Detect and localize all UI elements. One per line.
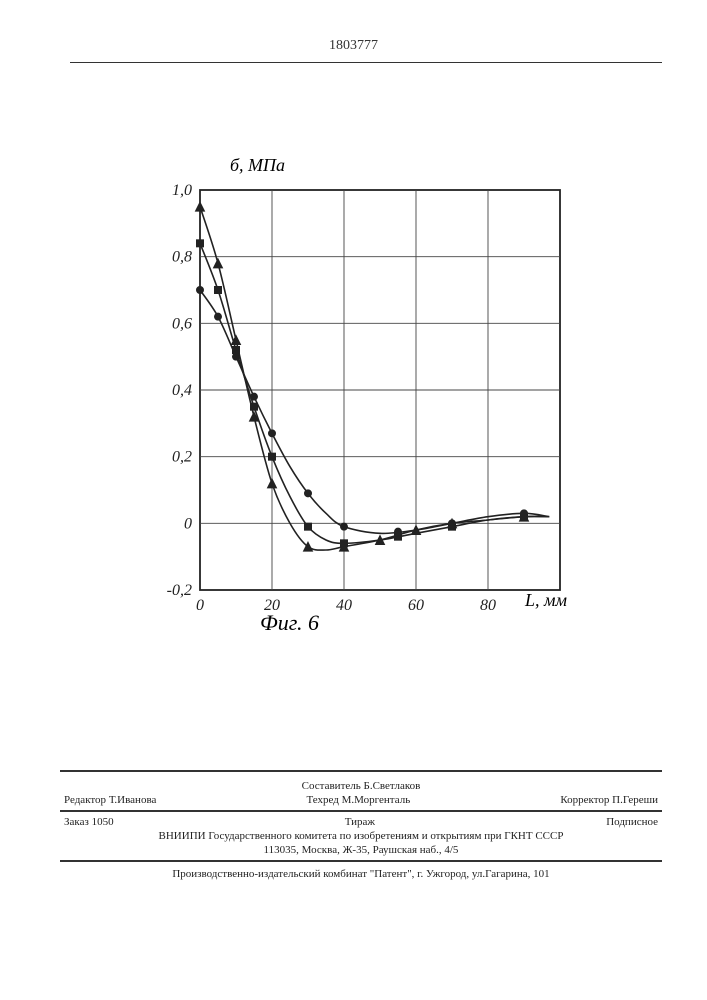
footer-block: Составитель Б.Светлаков Редактор Т.Ивано… bbox=[60, 766, 662, 880]
compiler-name: Б.Светлаков bbox=[364, 780, 421, 792]
subscription-cell: Подписное bbox=[606, 816, 658, 828]
corrector-label: Корректор bbox=[560, 794, 609, 806]
order-row: Заказ 1050 Тираж Подписное bbox=[60, 816, 662, 828]
svg-text:0: 0 bbox=[196, 597, 204, 614]
footer-rule-2 bbox=[60, 810, 662, 812]
svg-text:80: 80 bbox=[480, 597, 496, 614]
order-number: 1050 bbox=[92, 816, 114, 828]
svg-text:1,0: 1,0 bbox=[172, 182, 192, 199]
editor-name: Т.Иванова bbox=[109, 794, 157, 806]
figure-caption: Фиг. 6 bbox=[260, 610, 319, 636]
order-cell: Заказ 1050 bbox=[64, 816, 114, 828]
tech-cell: Техред М.Моргенталь bbox=[307, 794, 411, 806]
editor-label: Редактор bbox=[64, 794, 106, 806]
tech-label: Техред bbox=[307, 794, 339, 806]
org-line: ВНИИПИ Государственного комитета по изоб… bbox=[60, 830, 662, 842]
editor-cell: Редактор Т.Иванова bbox=[64, 794, 156, 806]
y-axis-label: б, МПа bbox=[230, 155, 285, 176]
chart-svg: -0,200,20,40,60,81,0020406080 bbox=[150, 180, 580, 640]
tech-name: М.Моргенталь bbox=[342, 794, 411, 806]
svg-text:0,6: 0,6 bbox=[172, 315, 192, 332]
chart: -0,200,20,40,60,81,0020406080 bbox=[150, 180, 580, 645]
publisher-line: Производственно-издательский комбинат "П… bbox=[60, 868, 662, 880]
svg-text:0,2: 0,2 bbox=[172, 449, 192, 466]
page-number: 1803777 bbox=[329, 38, 378, 54]
svg-text:40: 40 bbox=[336, 597, 352, 614]
address-line: 113035, Москва, Ж-35, Раушская наб., 4/5 bbox=[60, 844, 662, 856]
svg-text:0: 0 bbox=[184, 515, 192, 532]
order-label: Заказ bbox=[64, 816, 89, 828]
svg-text:0,4: 0,4 bbox=[172, 382, 192, 399]
corrector-name: П.Гереши bbox=[612, 794, 658, 806]
top-rule bbox=[70, 62, 662, 63]
credits-row: Редактор Т.Иванова Техред М.Моргенталь К… bbox=[60, 794, 662, 806]
footer-rule-3 bbox=[60, 860, 662, 862]
tirazh-cell: Тираж bbox=[345, 816, 375, 828]
svg-text:60: 60 bbox=[408, 597, 424, 614]
corrector-cell: Корректор П.Гереши bbox=[560, 794, 658, 806]
footer-rule-1 bbox=[60, 770, 662, 772]
compiler-line: Составитель Б.Светлаков bbox=[60, 780, 662, 792]
svg-text:-0,2: -0,2 bbox=[167, 582, 192, 599]
svg-text:0,8: 0,8 bbox=[172, 249, 192, 266]
compiler-label: Составитель bbox=[302, 780, 361, 792]
